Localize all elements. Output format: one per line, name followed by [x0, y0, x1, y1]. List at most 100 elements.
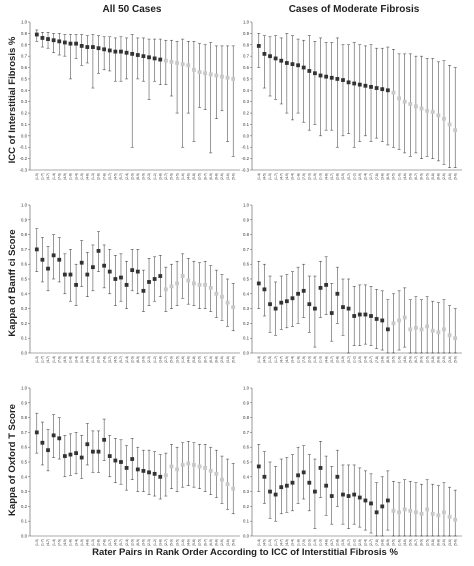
- data-point: [324, 74, 329, 79]
- panel-1: 1.0 0.9 0.8 0.7 0.6 0.5 0.4 0.3 0.2 0.1 0.0 -0.1 -0.…: [20, 20, 240, 180]
- data-point: [279, 58, 284, 63]
- x-category-label: (4-8): [86, 356, 90, 363]
- data-point: [102, 437, 107, 442]
- data-point: [402, 507, 407, 512]
- x-category-label: (2-5): [198, 356, 202, 363]
- x-category-label: (7-9): [57, 539, 61, 546]
- data-point: [124, 466, 129, 470]
- data-point: [414, 104, 418, 109]
- x-category-label: (4-5): [114, 539, 118, 546]
- x-category-label: (2-3): [147, 173, 151, 180]
- data-point: [301, 288, 306, 293]
- y-tick-label: 1.0: [243, 386, 250, 391]
- data-point: [91, 265, 95, 270]
- data-point: [85, 45, 90, 49]
- x-category-label: (4-9): [63, 356, 67, 363]
- y-tick-label: 0.0: [21, 351, 28, 356]
- x-category-label: (4-5): [114, 356, 118, 363]
- x-category-label: (5-8): [192, 173, 196, 180]
- x-category-label: (5-7): [347, 173, 351, 180]
- x-category-label: (2-3): [308, 356, 312, 363]
- y-tick-label: 0.2: [21, 111, 28, 116]
- x-category-label: (2-3): [147, 539, 151, 546]
- y-tick-label: 0.5: [21, 76, 28, 81]
- y-tick-label: 0.6: [21, 445, 28, 450]
- data-point: [147, 55, 151, 60]
- y-tick-label: 0.0: [21, 534, 28, 539]
- data-point: [318, 73, 323, 78]
- x-category-label: (5-6): [231, 539, 235, 546]
- x-category-label: (5-7): [347, 356, 351, 363]
- data-point: [96, 248, 101, 253]
- y-tick-label: 0.3: [21, 489, 28, 494]
- data-point: [324, 283, 329, 287]
- data-point: [175, 61, 179, 65]
- data-point: [158, 274, 163, 278]
- data-point: [119, 460, 123, 464]
- x-category-label: (4-6): [187, 539, 191, 546]
- data-point: [192, 463, 196, 467]
- x-category-label: (7-8): [375, 539, 379, 546]
- x-category-label: (5-8): [431, 356, 435, 363]
- data-point: [197, 283, 202, 287]
- x-category-label: (3-4): [74, 356, 78, 363]
- x-category-label: (3-8): [158, 356, 162, 363]
- data-point: [296, 63, 300, 68]
- data-point: [346, 80, 351, 85]
- data-point: [68, 41, 73, 46]
- data-point: [374, 86, 379, 90]
- data-point: [436, 113, 441, 118]
- data-point: [91, 45, 95, 49]
- x-category-label: (1-8): [296, 173, 300, 180]
- y-tick-label: 0.7: [21, 247, 28, 252]
- data-point: [290, 480, 295, 485]
- y-tick-label: -0.3: [242, 168, 250, 173]
- x-category-label: (2-9): [130, 539, 134, 546]
- x-category-label: (1-4): [52, 356, 56, 363]
- x-category-label: (1-8): [296, 356, 300, 363]
- x-category-label: (2-6): [220, 173, 224, 180]
- data-point: [369, 501, 373, 506]
- y-tick-label: 0.7: [243, 54, 250, 59]
- x-category-label: (6-8): [437, 356, 441, 363]
- x-category-label: (3-4): [291, 539, 295, 546]
- x-category-label: (2-8): [336, 173, 340, 180]
- x-category-label: (2-9): [358, 173, 362, 180]
- data-point: [363, 498, 368, 503]
- x-category-label: (5-7): [119, 356, 123, 363]
- data-point: [79, 455, 84, 460]
- x-category-label: (5-9): [409, 539, 413, 546]
- x-category-label: (3-8): [380, 356, 384, 363]
- x-category-label: (1-8): [69, 356, 73, 363]
- x-category-label: (1-7): [274, 539, 278, 546]
- data-point: [169, 464, 174, 469]
- x-category-label: (2-4): [125, 356, 129, 363]
- x-category-label: (6-8): [215, 173, 219, 180]
- x-category-label: (4-5): [114, 173, 118, 180]
- x-category-label: (5-9): [409, 356, 413, 363]
- x-category-label: (3-4): [74, 539, 78, 546]
- x-category-label: (5-6): [231, 173, 235, 180]
- y-tick-label: 0.1: [243, 519, 250, 524]
- data-point: [34, 430, 39, 435]
- data-point: [447, 514, 452, 519]
- x-category-label: (2-5): [198, 173, 202, 180]
- x-category-label: (4-7): [279, 539, 283, 546]
- x-category-label: (3-5): [175, 539, 179, 546]
- data-point: [329, 311, 334, 315]
- data-point: [152, 277, 157, 281]
- data-point: [273, 492, 278, 497]
- y-tick-label: 0.1: [21, 336, 28, 341]
- y-tick-label: 0.6: [243, 65, 250, 70]
- x-category-label: (6-8): [215, 356, 219, 363]
- x-category-label: (2-8): [336, 356, 340, 363]
- data-point: [284, 61, 289, 65]
- data-point: [335, 474, 340, 479]
- data-point: [268, 54, 272, 59]
- y-tick-label: -0.3: [20, 168, 28, 173]
- x-category-label: (2-9): [130, 356, 134, 363]
- data-point: [318, 285, 323, 290]
- x-category-label: (2-4): [364, 356, 368, 363]
- data-point: [119, 275, 123, 280]
